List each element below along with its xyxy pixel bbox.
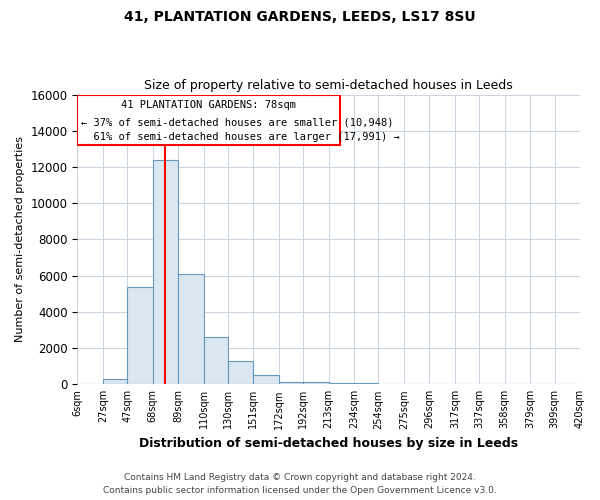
Bar xyxy=(228,361,253,384)
Text: Contains HM Land Registry data © Crown copyright and database right 2024.
Contai: Contains HM Land Registry data © Crown c… xyxy=(103,474,497,495)
Title: Size of property relative to semi-detached houses in Leeds: Size of property relative to semi-detach… xyxy=(145,79,513,92)
Bar xyxy=(329,383,354,384)
Text: ← 37% of semi-detached houses are smaller (10,948): ← 37% of semi-detached houses are smalle… xyxy=(81,118,394,128)
Bar xyxy=(77,94,340,146)
Bar xyxy=(279,382,303,384)
Text: 61% of semi-detached houses are larger (17,991) →: 61% of semi-detached houses are larger (… xyxy=(81,132,400,141)
Bar xyxy=(303,382,329,384)
Bar xyxy=(178,274,203,384)
Y-axis label: Number of semi-detached properties: Number of semi-detached properties xyxy=(15,136,25,342)
X-axis label: Distribution of semi-detached houses by size in Leeds: Distribution of semi-detached houses by … xyxy=(139,437,518,450)
Text: 41, PLANTATION GARDENS, LEEDS, LS17 8SU: 41, PLANTATION GARDENS, LEEDS, LS17 8SU xyxy=(124,10,476,24)
Bar xyxy=(203,337,228,384)
Bar xyxy=(152,160,178,384)
Bar xyxy=(127,286,152,384)
Text: 41 PLANTATION GARDENS: 78sqm: 41 PLANTATION GARDENS: 78sqm xyxy=(121,100,296,110)
Bar xyxy=(103,379,127,384)
Bar xyxy=(253,376,279,384)
